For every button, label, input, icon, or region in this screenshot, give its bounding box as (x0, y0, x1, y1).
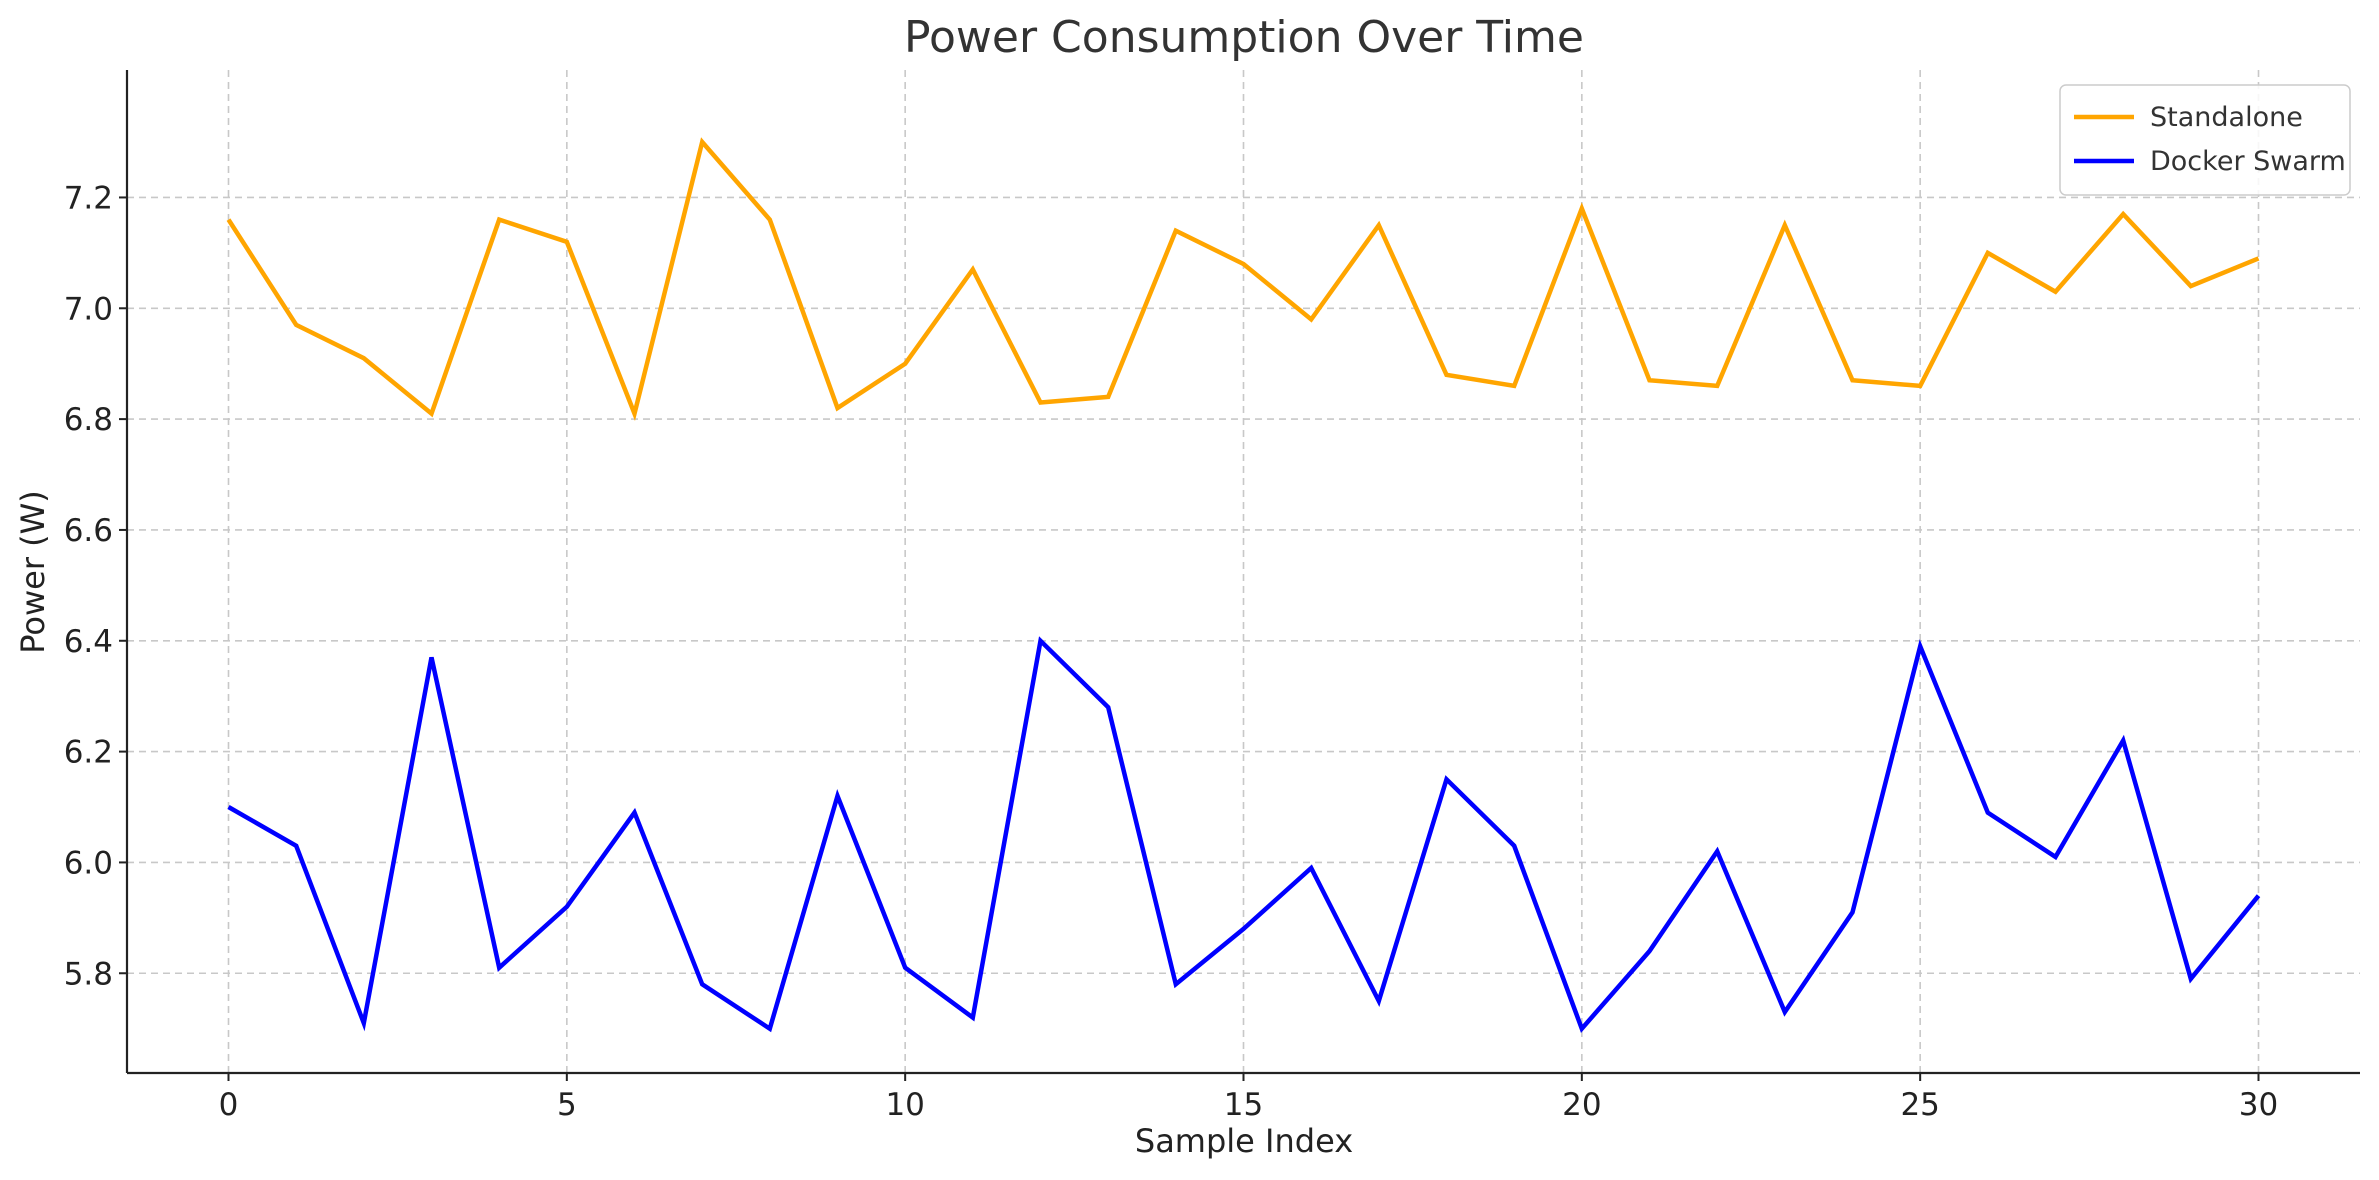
legend: Standalone Docker Swarm (2059, 84, 2351, 196)
y-tick-label: 6.4 (64, 624, 113, 660)
series-lines (226, 137, 2261, 1034)
y-tick-label: 6.6 (64, 513, 113, 549)
legend-label: Docker Swarm (2150, 146, 2346, 177)
x-tick-label: 20 (1562, 1087, 1601, 1123)
x-axis-title: Sample Index (1135, 1122, 1353, 1160)
x-tick-label: 10 (885, 1087, 924, 1123)
x-tick-label: 5 (557, 1087, 577, 1123)
legend-box (2059, 84, 2351, 196)
y-tick-label: 7.2 (64, 180, 113, 216)
y-tick-label: 7.0 (64, 291, 113, 327)
chart-title: Power Consumption Over Time (904, 12, 1584, 63)
x-tick-label: 0 (219, 1087, 239, 1123)
y-tick-label: 5.8 (64, 956, 113, 992)
tick-labels: 0 5 10 15 20 25 30 5.8 6.0 6.2 6.4 6.6 6.8 7.0 7.2 (64, 180, 2279, 1123)
grid (127, 70, 2360, 1073)
y-tick-label: 6.8 (64, 402, 113, 438)
x-tick-label: 25 (1900, 1087, 1939, 1123)
y-tick-label: 6.2 (64, 735, 113, 771)
x-tick-label: 30 (2239, 1087, 2278, 1123)
y-axis-title: Power (W) (14, 490, 52, 654)
x-tick-label: 15 (1224, 1087, 1263, 1123)
legend-label: Standalone (2150, 102, 2303, 133)
y-tick-label: 6.0 (64, 845, 113, 881)
series-line-docker-swarm (227, 636, 2261, 1034)
series-line-standalone (226, 137, 2260, 421)
